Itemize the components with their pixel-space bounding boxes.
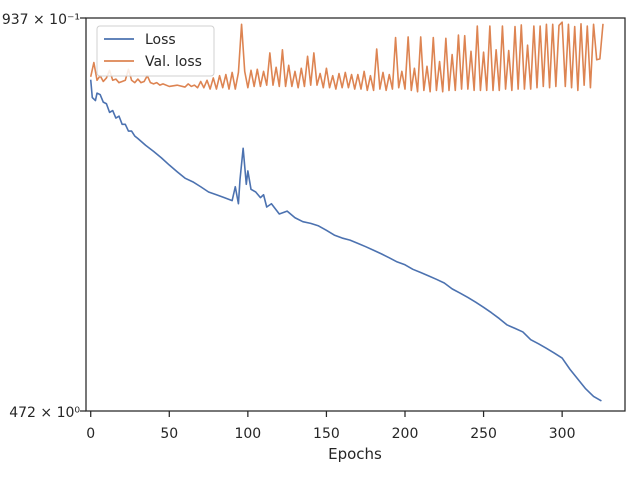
x-axis-label: Epochs bbox=[328, 445, 382, 463]
y-bottom-tick-label: 472 × 10⁰ bbox=[9, 405, 80, 421]
legend: Loss Val. loss bbox=[96, 25, 215, 77]
plot-lines bbox=[89, 21, 604, 402]
x-tick-label: 250 bbox=[470, 426, 497, 442]
x-tick-label: 50 bbox=[160, 426, 178, 442]
x-tick-label: 200 bbox=[392, 426, 419, 442]
y-top-tick-label: 937 × 10⁻¹ bbox=[2, 12, 80, 28]
series-line-val-loss bbox=[89, 21, 604, 93]
x-tick-label: 0 bbox=[86, 426, 95, 442]
legend-label: Val. loss bbox=[145, 54, 202, 70]
legend-label: Loss bbox=[145, 32, 176, 48]
plot-frame bbox=[85, 17, 626, 412]
x-tick-label: 300 bbox=[549, 426, 576, 442]
x-axis-ticks: 0 50 100 150 200 250 300 bbox=[80, 17, 576, 442]
x-tick-label: 100 bbox=[234, 426, 261, 442]
x-tick-label: 150 bbox=[313, 426, 340, 442]
series-line-loss bbox=[89, 79, 602, 402]
